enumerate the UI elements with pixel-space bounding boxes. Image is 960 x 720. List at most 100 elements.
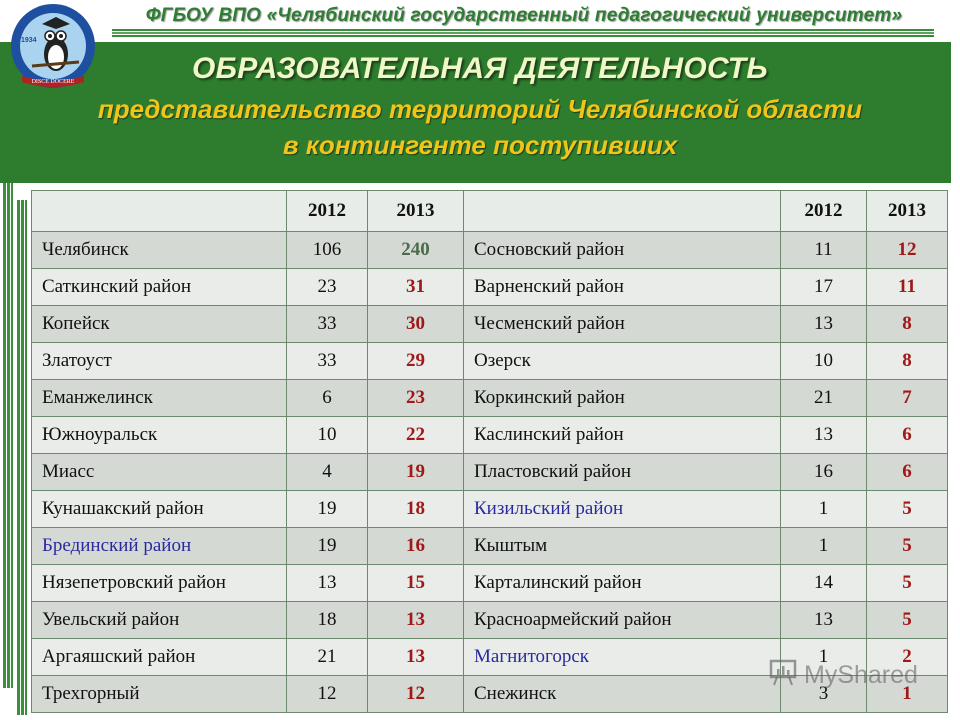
right-value-2012: 17 [780,268,867,306]
left-territory-name: Трехгорный [31,675,287,713]
right-territory-name: Магнитогорск [463,638,781,676]
left-territory-name: Южноуральск [31,416,287,454]
right-territory-name: Кизильский район [463,490,781,528]
table-row: Саткинский район 23 31 Варненский район … [31,268,948,306]
right-territory-name: Сосновский район [463,231,781,269]
left-value-2012: 4 [286,453,368,491]
table-row: Увельский район 18 13 Красноармейский ра… [31,601,948,639]
right-value-2012: 3 [780,675,867,713]
left-value-2013: 22 [367,416,464,454]
right-value-2012: 11 [780,231,867,269]
svg-text:1934: 1934 [21,37,37,44]
admissions-table: 2012 2013 2012 2013 Челябинск 106 240 Со… [31,190,948,713]
left-value-2012: 23 [286,268,368,306]
right-value-2012: 21 [780,379,867,417]
left-territory-name: Саткинский район [31,268,287,306]
left-value-2012: 6 [286,379,368,417]
left-territory-name: Кунашакский район [31,490,287,528]
institution-title: ФГБОУ ВПО «Челябинский государственный п… [145,5,903,26]
table-row: Еманжелинск 6 23 Коркинский район 21 7 [31,379,948,417]
right-value-2012: 1 [780,527,867,565]
svg-text:DISCE DOCERE: DISCE DOCERE [32,79,75,85]
right-value-2012: 10 [780,342,867,380]
right-value-2013: 8 [866,305,948,343]
right-value-2013: 1 [866,675,948,713]
table-row: Миасс 4 19 Пластовский район 16 6 [31,453,948,491]
table-row: Аргаяшский район 21 13 Магнитогорск 1 2 [31,638,948,676]
header-right-2013: 2013 [866,190,948,232]
table-row: Южноуральск 10 22 Каслинский район 13 6 [31,416,948,454]
left-territory-name: Копейск [31,305,287,343]
left-value-2012: 19 [286,490,368,528]
right-value-2013: 5 [866,601,948,639]
watermark-text: MyShared [804,660,918,689]
header-right-name [463,190,781,232]
slide-subtitle-line2: в контингенте поступивших [282,130,678,160]
right-value-2012: 13 [780,601,867,639]
left-value-2013: 19 [367,453,464,491]
right-value-2013: 6 [866,416,948,454]
table-header-row: 2012 2013 2012 2013 [31,190,948,232]
table-row: Копейск 33 30 Чесменский район 13 8 [31,305,948,343]
decorative-stripes-inner [17,200,27,715]
right-value-2013: 2 [866,638,948,676]
left-value-2013: 13 [367,601,464,639]
left-value-2012: 19 [286,527,368,565]
header-left-name [31,190,287,232]
left-territory-name: Аргаяшский район [31,638,287,676]
left-value-2012: 106 [286,231,368,269]
left-value-2012: 12 [286,675,368,713]
right-value-2012: 1 [780,490,867,528]
watermark: MyShared [768,655,928,695]
left-value-2013: 29 [367,342,464,380]
right-territory-name: Снежинск [463,675,781,713]
right-value-2012: 13 [780,305,867,343]
left-territory-name: Нязепетровский район [31,564,287,602]
header-divider [112,29,934,38]
slide-subtitle-line1: представительство территорий Челябинской… [97,94,863,124]
left-value-2013: 23 [367,379,464,417]
table-row: Трехгорный 12 12 Снежинск 3 1 [31,675,948,713]
table-row: Златоуст 33 29 Озерск 10 8 [31,342,948,380]
right-territory-name: Красноармейский район [463,601,781,639]
right-value-2013: 11 [866,268,948,306]
left-territory-name: Миасс [31,453,287,491]
right-value-2013: 6 [866,453,948,491]
left-territory-name: Еманжелинск [31,379,287,417]
left-territory-name: Челябинск [31,231,287,269]
table-row: Челябинск 106 240 Сосновский район 11 12 [31,231,948,269]
decorative-stripes-outer [3,183,13,688]
table-row: Брединский район 19 16 Кыштым 1 5 [31,527,948,565]
left-value-2012: 21 [286,638,368,676]
left-value-2013: 18 [367,490,464,528]
right-value-2013: 5 [866,527,948,565]
section-title: ОБРАЗОВАТЕЛЬНАЯ ДЕЯТЕЛЬНОСТЬ [192,52,768,85]
right-territory-name: Кыштым [463,527,781,565]
right-value-2013: 12 [866,231,948,269]
left-territory-name: Златоуст [31,342,287,380]
right-value-2013: 5 [866,490,948,528]
right-value-2013: 5 [866,564,948,602]
left-value-2012: 13 [286,564,368,602]
left-value-2012: 18 [286,601,368,639]
left-value-2013: 13 [367,638,464,676]
left-territory-name: Брединский район [31,527,287,565]
right-value-2012: 13 [780,416,867,454]
left-value-2013: 30 [367,305,464,343]
right-territory-name: Каслинский район [463,416,781,454]
table-row: Кунашакский район 19 18 Кизильский район… [31,490,948,528]
left-value-2012: 33 [286,342,368,380]
presentation-board-icon [768,657,798,694]
right-value-2012: 16 [780,453,867,491]
right-territory-name: Пластовский район [463,453,781,491]
left-value-2012: 33 [286,305,368,343]
right-territory-name: Чесменский район [463,305,781,343]
table-row: Нязепетровский район 13 15 Карталинский … [31,564,948,602]
header-left-2013: 2013 [367,190,464,232]
title-banner: ОБРАЗОВАТЕЛЬНАЯ ДЕЯТЕЛЬНОСТЬ представите… [0,42,951,183]
right-territory-name: Карталинский район [463,564,781,602]
right-territory-name: Варненский район [463,268,781,306]
left-value-2013: 240 [367,231,464,269]
right-value-2012: 1 [780,638,867,676]
university-logo: 1934 DISCE DOCERE [4,2,102,90]
